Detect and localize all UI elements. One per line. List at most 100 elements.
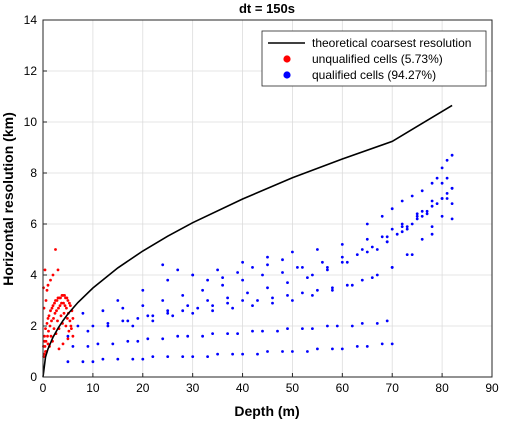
qualified-cell-point [86,329,90,333]
qualified-cell-point [331,347,334,351]
qualified-cell-point [405,253,409,256]
qualified-cell-point [301,266,304,269]
qualified-cell-point [445,176,449,180]
y-axis-ticks: 0 2 4 6 8 10 12 14 [24,13,47,384]
unqualified-cell-point [63,294,66,297]
unqualified-cell-point [53,301,56,305]
qualified-cell-point [365,222,369,226]
qualified-cell-point [390,342,394,346]
qualified-cell-point [141,304,145,307]
qualified-cell-point [340,347,344,351]
qualified-cell-point [281,271,284,274]
qualified-cell-point [445,197,449,200]
qualified-cell-point [350,283,354,287]
qualified-cell-point [241,260,245,264]
qualified-cell-point [360,322,364,325]
qualified-cell-point [321,260,324,264]
y-tick-label: 8 [30,166,37,180]
qualified-cell-point [241,299,245,302]
qualified-cell-point [146,337,150,341]
qualified-cell-point [306,276,309,279]
qualified-cell-point [281,350,284,353]
qualified-cell-point [286,327,289,330]
unqualified-cell-point [43,334,46,338]
qualified-cell-point [420,209,424,213]
qualified-cell-point [251,329,254,333]
qualified-cell-point [291,299,294,302]
qualified-cell-point [81,360,85,364]
unqualified-cell-point [70,327,73,330]
qualified-cell-point [365,345,369,348]
qualified-cells-series [66,153,454,364]
qualified-cell-point [331,286,334,290]
unqualified-cell-point [63,304,67,307]
unqualified-cell-point [60,301,63,305]
qualified-cell-point [331,288,334,292]
legend-red-dot-icon [283,55,291,63]
unqualified-cell-point [43,339,46,343]
unqualified-cell-point [47,314,51,318]
qualified-cell-point [151,355,155,358]
qualified-cell-point [226,296,230,300]
unqualified-cell-point [69,304,72,307]
qualified-cell-point [86,345,90,348]
qualified-cell-point [181,294,185,297]
qualified-cell-point [126,319,130,323]
unqualified-cell-point [69,324,73,328]
qualified-cell-point [375,248,379,251]
qualified-cell-point [395,232,399,236]
qualified-cell-point [435,202,439,206]
unqualified-cell-point [55,299,59,302]
qualified-cell-point [236,332,240,335]
qualified-cell-point [166,355,170,358]
x-tick-label: 60 [336,381,350,395]
qualified-cell-point [450,153,454,157]
qualified-cell-point [151,319,155,323]
qualified-cell-point [241,278,245,282]
qualified-cell-point [445,158,449,162]
qualified-cell-point [271,301,274,305]
qualified-cell-point [261,273,264,277]
qualified-cell-point [141,357,145,361]
qualified-cell-point [420,189,424,193]
unqualified-cell-point [66,337,70,341]
x-axis-title: Depth (m) [234,403,299,419]
qualified-cell-point [101,309,105,313]
qualified-cell-point [365,250,369,254]
legend-label-qualified: qualified cells (94.27%) [312,68,436,82]
qualified-cell-point [301,291,304,295]
y-tick-label: 6 [30,217,37,231]
qualified-cell-point [345,260,349,264]
unqualified-cell-point [71,334,75,338]
unqualified-cell-point [45,322,49,325]
qualified-cell-point [390,207,394,211]
qualified-cell-point [151,314,155,318]
qualified-cell-point [400,225,404,229]
qualified-cell-point [286,281,289,284]
qualified-cell-point [126,339,130,343]
qualified-cell-point [211,304,215,307]
qualified-cell-point [211,309,215,313]
x-axis-ticks: 0 10 20 30 40 50 60 70 80 90 [40,373,499,395]
qualified-cell-point [251,304,254,307]
qualified-cell-point [316,288,319,292]
qualified-cell-point [390,227,394,231]
qualified-cell-point [66,360,70,364]
qualified-cell-point [191,311,195,315]
qualified-cell-point [111,342,115,346]
qualified-cell-point [445,192,449,195]
unqualified-cell-point [43,352,46,356]
unqualified-cell-point [55,309,58,313]
qualified-cell-point [281,258,284,262]
qualified-cell-point [266,350,269,353]
qualified-cell-point [296,266,299,269]
qualified-cell-point [360,248,364,251]
qualified-cell-point [146,314,150,318]
qualified-cell-point [116,299,120,302]
qualified-cell-point [166,311,170,315]
unqualified-cell-point [54,248,57,251]
unqualified-cell-point [59,314,63,318]
qualified-cell-point [96,342,100,346]
qualified-cell-point [266,286,269,290]
x-tick-label: 0 [40,381,47,395]
